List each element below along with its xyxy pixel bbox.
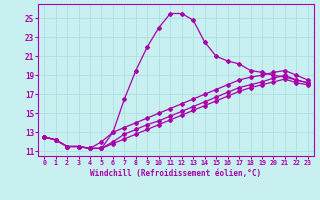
X-axis label: Windchill (Refroidissement éolien,°C): Windchill (Refroidissement éolien,°C) — [91, 169, 261, 178]
